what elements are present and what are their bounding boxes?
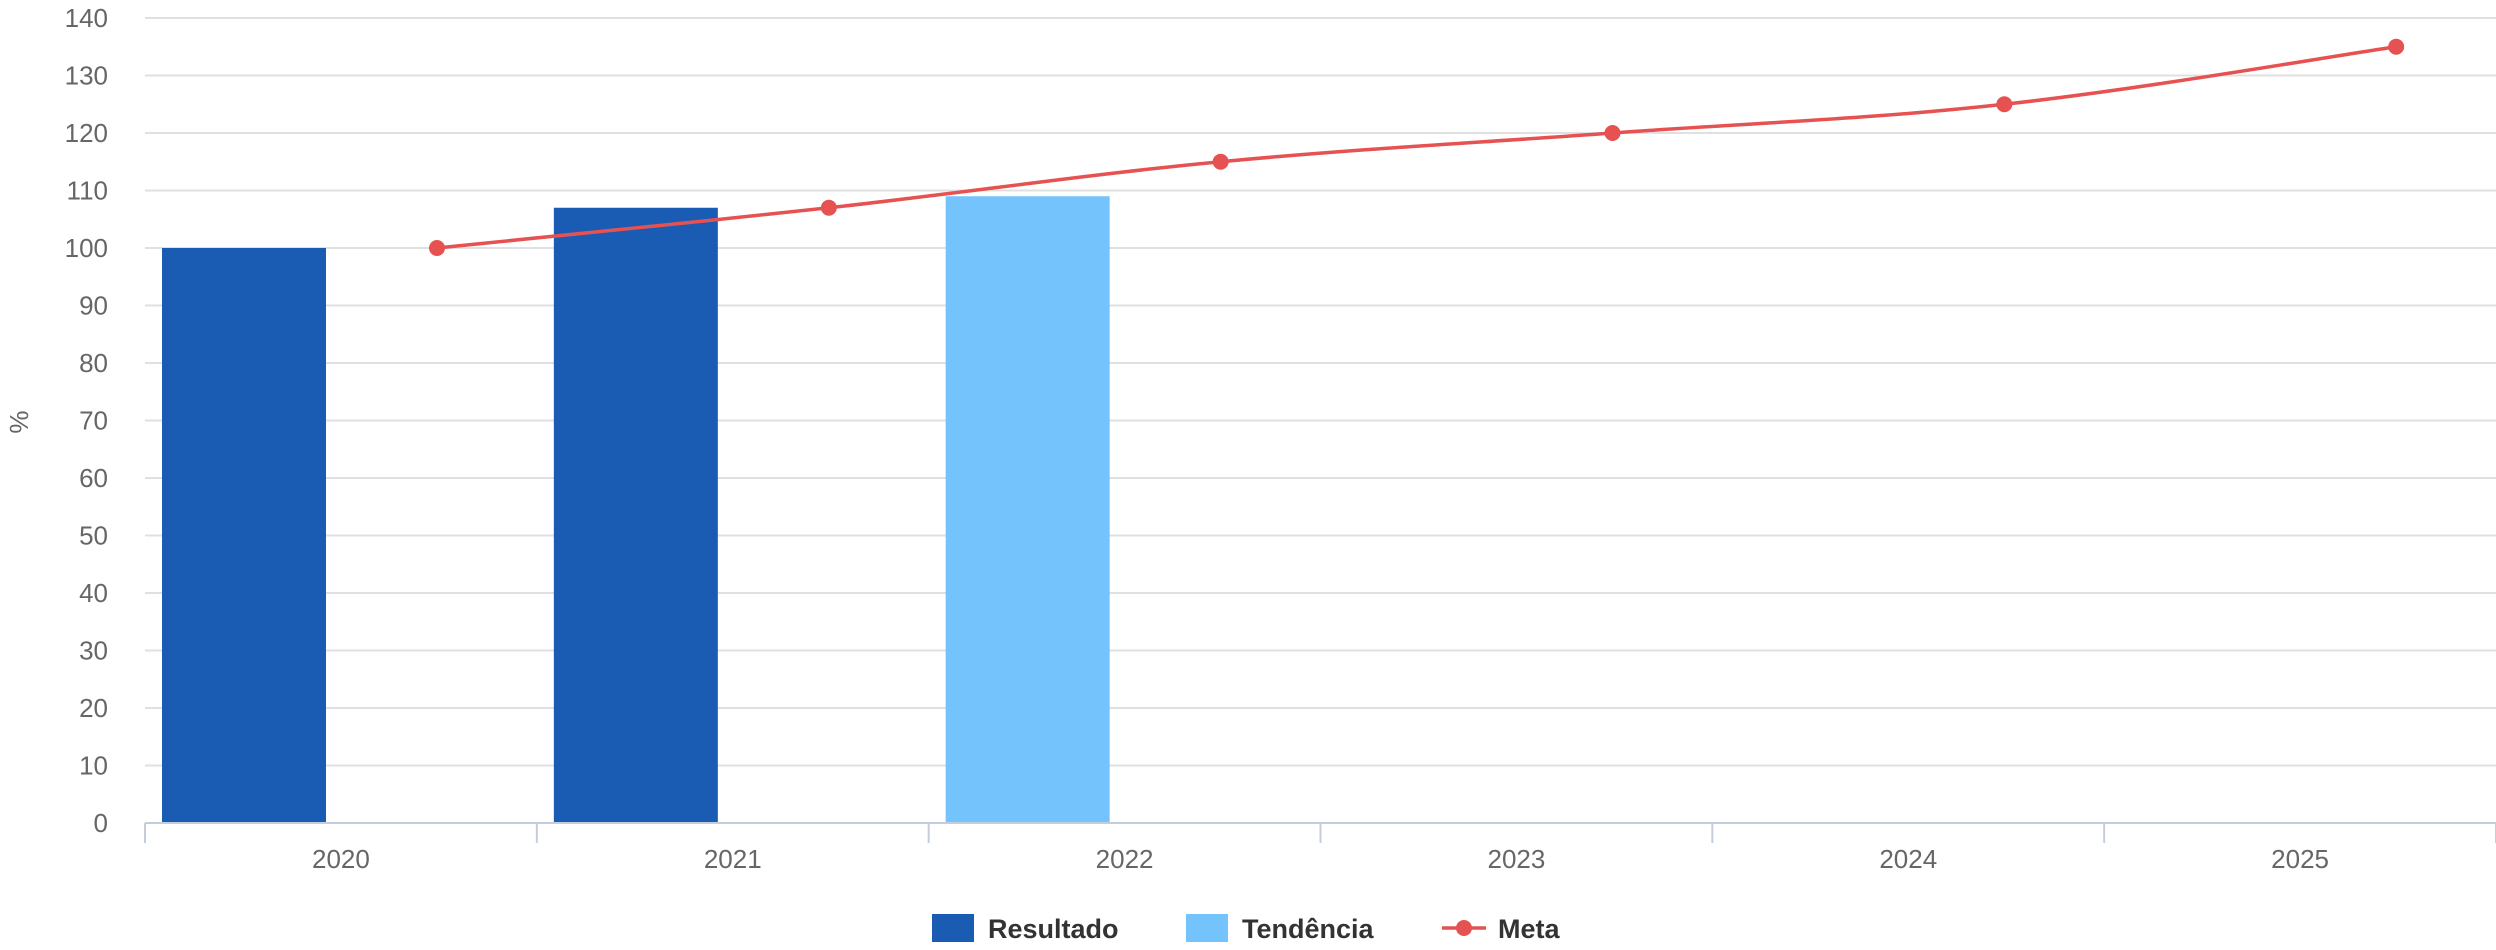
- legend-swatch-marker: [1456, 920, 1472, 936]
- y-tick-label: 120: [65, 118, 108, 148]
- y-tick-label: 130: [65, 61, 108, 91]
- y-tick-label: 30: [79, 636, 108, 666]
- bar-tendência: [945, 196, 1110, 823]
- x-tick-label: 2021: [704, 844, 762, 874]
- y-tick-label: 50: [79, 521, 108, 551]
- meta-point: [820, 199, 837, 216]
- y-tick-label: 110: [67, 176, 108, 206]
- y-tick-label: 90: [79, 291, 108, 321]
- y-tick-label: 20: [79, 693, 108, 723]
- y-tick-label: 10: [79, 751, 108, 781]
- grid-lines: [145, 17, 2496, 767]
- y-axis-title: %: [4, 410, 34, 433]
- y-tick-label: 0: [94, 808, 108, 838]
- legend-label: Tendência: [1242, 914, 1375, 944]
- meta-point: [1996, 96, 2013, 113]
- meta-point: [2388, 38, 2405, 55]
- meta-line-path: [436, 45, 2397, 250]
- meta-line: [429, 38, 2405, 256]
- axes: 0 10 20 30 40 50 60 70 80 90 100 110 120 130 140 2020 20…: [65, 3, 2496, 874]
- bars: [162, 196, 1110, 823]
- legend-swatch-resultado: [932, 914, 974, 942]
- meta-point: [1604, 125, 1621, 141]
- y-tick-label: 70: [79, 406, 108, 436]
- y-tick-label: 80: [79, 348, 108, 378]
- bar-resultado: [553, 207, 718, 823]
- meta-point: [1212, 153, 1229, 170]
- legend-swatch-tendência: [1186, 914, 1228, 942]
- y-tick-label: 60: [79, 463, 108, 493]
- y-tick-label: 140: [65, 3, 108, 33]
- bar-resultado: [162, 248, 326, 823]
- x-tick-label: 2020: [312, 844, 370, 874]
- x-tick-label: 2024: [1879, 844, 1937, 874]
- legend: Resultado Tendência Meta: [932, 914, 1560, 944]
- x-tick-label: 2022: [1096, 844, 1154, 874]
- legend-label: Meta: [1498, 914, 1560, 944]
- meta-point: [429, 240, 445, 256]
- legend-label: Resultado: [988, 914, 1119, 944]
- x-tick-label: 2023: [1487, 844, 1545, 874]
- y-tick-label: 40: [79, 578, 108, 608]
- y-tick-label: 100: [65, 233, 108, 263]
- x-tick-label: 2025: [2271, 844, 2329, 874]
